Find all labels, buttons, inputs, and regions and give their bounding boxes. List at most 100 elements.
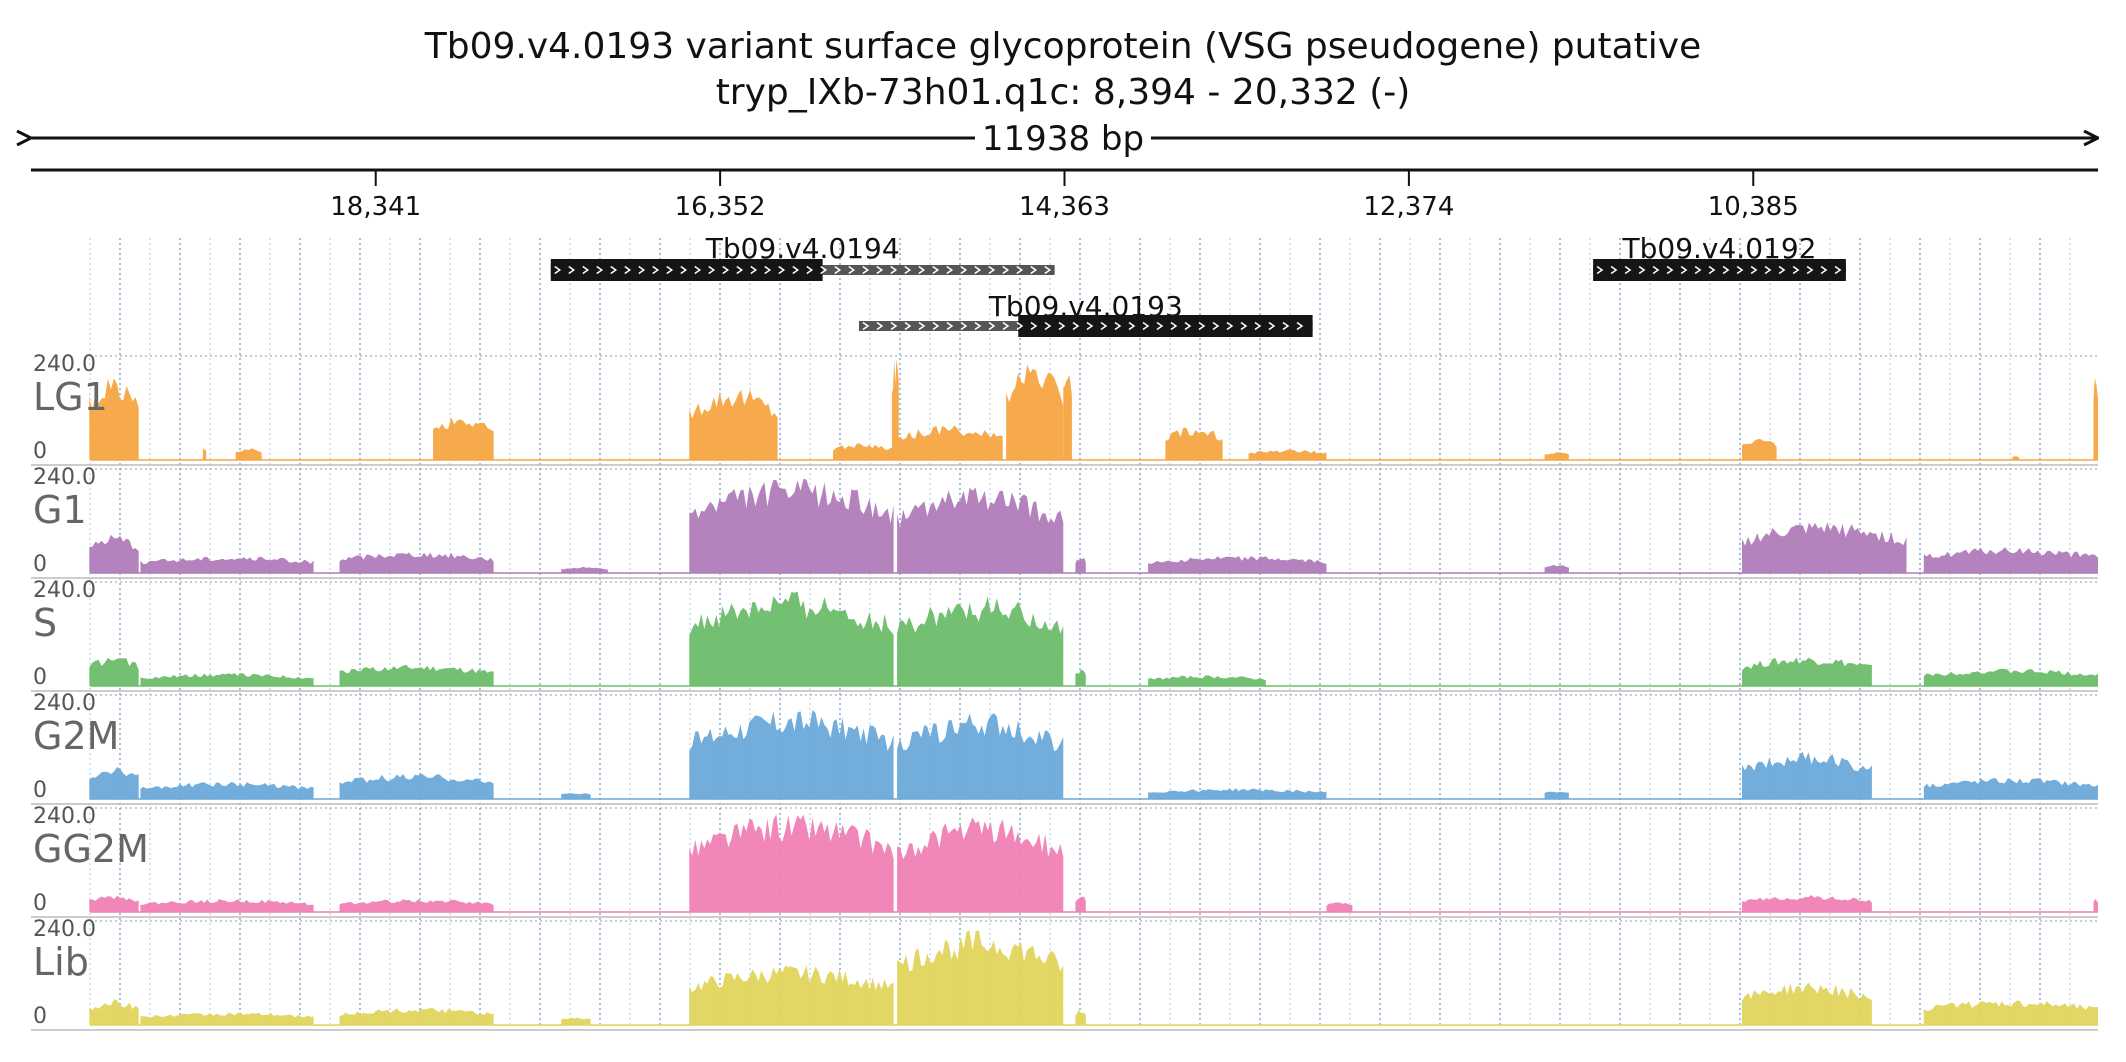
coverage-segment	[140, 556, 314, 573]
coverage-segment	[833, 443, 894, 460]
strand-arrow	[932, 265, 940, 275]
coverage-segment	[2093, 377, 2098, 460]
span-label: 11938 bp	[982, 119, 1144, 159]
strand-arrow	[1044, 321, 1052, 331]
strand-arrow	[1086, 321, 1094, 331]
strand-arrow	[1806, 265, 1814, 275]
coverage-segment	[1248, 449, 1327, 460]
strand-arrow	[1002, 321, 1010, 331]
coverage-segment	[202, 447, 207, 460]
strand-arrow	[946, 321, 954, 331]
coverage-segment	[561, 1017, 591, 1025]
strand-arrow	[610, 265, 618, 275]
strand-arrow	[582, 265, 590, 275]
gene-title: Tb09.v4.0193 variant surface glycoprotei…	[424, 26, 1701, 67]
axis-tick-label: 10,385	[1708, 192, 1799, 222]
strand-arrow	[960, 265, 968, 275]
track-G1[interactable]: 240.0G1 0	[31, 465, 2098, 579]
coverage-segment	[89, 767, 139, 799]
coverage-segment	[897, 817, 1064, 912]
strand-arrow	[1044, 265, 1052, 275]
strand-arrow	[778, 265, 786, 275]
gene-Tb09.v4.0194[interactable]: Tb09.v4.0194	[550, 232, 1055, 281]
gene-Tb09.v4.0192[interactable]: Tb09.v4.0192	[1593, 232, 1846, 281]
strand-arrow	[1072, 321, 1080, 331]
strand-arrow	[918, 321, 926, 331]
strand-arrow	[1002, 265, 1010, 275]
strand-arrow	[820, 265, 828, 275]
strand-arrow	[1016, 321, 1024, 331]
strand-arrow	[1170, 321, 1178, 331]
coverage-segment	[689, 478, 894, 573]
track-ymin-label: 0	[33, 891, 47, 916]
strand-arrow	[1268, 321, 1276, 331]
strand-arrow	[1212, 321, 1220, 331]
strand-arrow	[1750, 265, 1758, 275]
coverage-segment	[897, 487, 1064, 573]
strand-arrow	[1680, 265, 1688, 275]
track-ymin-label: 0	[33, 439, 47, 464]
coverage-segment	[89, 999, 139, 1025]
strand-arrow	[624, 265, 632, 275]
track-name: Lib	[33, 940, 89, 984]
coverage-segment	[235, 448, 262, 460]
strand-arrow	[1666, 265, 1674, 275]
axis-ticks: 18,341 16,352 14,363 12,374 10,385	[330, 170, 1799, 222]
coverage-segment	[339, 1008, 494, 1025]
track-ymax-label: 240.0	[33, 804, 96, 829]
gene-annotations: Tb09.v4.0194 Tb09.v4.0193 Tb09.v4.0192	[550, 232, 1846, 337]
gene-Tb09.v4.0193[interactable]: Tb09.v4.0193	[858, 290, 1313, 337]
axis-tick-label: 12,374	[1363, 192, 1454, 222]
track-ymin-label: 0	[33, 778, 47, 803]
track-name: LG1	[33, 375, 108, 419]
track-name: G2M	[33, 714, 119, 758]
strand-arrow	[568, 265, 576, 275]
coverage-segment	[891, 358, 899, 460]
coverage-segment	[89, 657, 139, 686]
strand-arrow	[988, 321, 996, 331]
coverage-segment	[1326, 902, 1353, 912]
track-ymax-label: 240.0	[33, 578, 96, 603]
coverage-segment	[1075, 669, 1086, 686]
coverage-segment	[1742, 657, 1872, 686]
strand-arrow	[764, 265, 772, 275]
strand-arrow	[918, 265, 926, 275]
track-name: S	[33, 601, 57, 645]
strand-arrow	[834, 265, 842, 275]
strand-arrow	[876, 265, 884, 275]
coverage-segment	[1742, 751, 1872, 799]
strand-arrow	[1610, 265, 1618, 275]
strand-arrow	[666, 265, 674, 275]
coverage-segment	[1923, 1000, 2098, 1025]
coverage-segment	[339, 664, 494, 686]
strand-arrow	[1722, 265, 1730, 275]
coverage-segment	[140, 673, 314, 686]
track-ymax-label: 240.0	[33, 352, 96, 377]
strand-arrow	[1016, 265, 1024, 275]
coverage-segment	[339, 773, 494, 799]
coverage-segment	[339, 899, 494, 912]
coverage-segment	[2093, 899, 2098, 912]
axis-tick-label: 18,341	[330, 192, 421, 222]
coverage-segment	[897, 425, 1003, 460]
coverage-segment	[1923, 778, 2098, 799]
strand-arrow	[1282, 321, 1290, 331]
strand-arrow	[974, 265, 982, 275]
coverage-segment	[1075, 896, 1086, 912]
strand-arrow	[736, 265, 744, 275]
strand-arrow	[708, 265, 716, 275]
strand-arrow	[694, 265, 702, 275]
strand-arrow	[1198, 321, 1206, 331]
track-S[interactable]: 240.0S 0	[31, 578, 2098, 692]
coverage-segment	[1742, 982, 1872, 1025]
strand-arrow	[1226, 321, 1234, 331]
strand-arrow	[638, 265, 646, 275]
strand-arrow	[722, 265, 730, 275]
strand-arrow	[1058, 321, 1066, 331]
